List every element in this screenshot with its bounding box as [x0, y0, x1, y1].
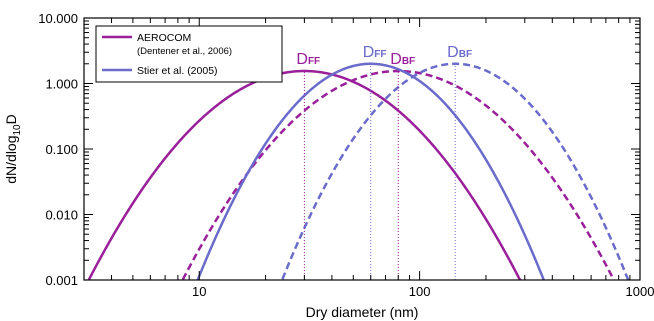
median-marker-label-sub-1: FF	[374, 49, 386, 60]
median-marker-label-main-2: D	[390, 51, 402, 68]
median-marker-label-main-1: D	[363, 44, 375, 61]
legend-label-aerocom: AEROCOM	[137, 32, 191, 44]
median-marker-label-main-3: D	[447, 44, 459, 61]
legend-label-stier: Stier et al. (2005)	[137, 65, 218, 77]
series-line-0	[87, 69, 522, 280]
x-axis-label: Dry diameter (nm)	[306, 304, 419, 320]
y-axis-label: dN/dlog10D	[3, 114, 23, 184]
y-axis-label-subscript: 10	[12, 124, 23, 136]
median-marker-label-main-0: D	[296, 51, 308, 68]
median-marker-label-sub-3: BF	[459, 49, 472, 60]
median-marker-label-1: DFF	[363, 44, 387, 61]
median-marker-label-0: DFF	[296, 51, 320, 68]
legend-box	[95, 25, 283, 83]
y-tick-label-0: 0.001	[45, 273, 78, 288]
y-tick-label-4: 10.000	[38, 11, 78, 26]
y-tick-label-2: 0.100	[45, 142, 78, 157]
x-tick-label-2: 1000	[626, 284, 654, 299]
tick-layer: 10 100 1000 0.001 0.010 0.100 1.000 10.000	[38, 11, 654, 299]
legend: AEROCOM (Dentener et al., 2006) Stier et…	[95, 25, 283, 83]
median-marker-label-sub-0: FF	[308, 56, 320, 67]
median-marker-label-sub-2: BF	[402, 56, 415, 67]
legend-sublabel-aerocom: (Dentener et al., 2006)	[137, 46, 232, 57]
median-marker-label-3: DBF	[447, 44, 472, 61]
x-tick-label-0: 10	[192, 284, 206, 299]
y-axis-label-tail: D	[3, 114, 19, 124]
y-tick-label-3: 1.000	[45, 77, 78, 92]
y-tick-label-1: 0.010	[45, 208, 78, 223]
median-marker-label-2: DBF	[390, 51, 415, 68]
y-axis-label-main: dN/dlog	[3, 135, 19, 183]
x-tick-label-1: 100	[409, 284, 431, 299]
series-line-3	[280, 62, 630, 280]
